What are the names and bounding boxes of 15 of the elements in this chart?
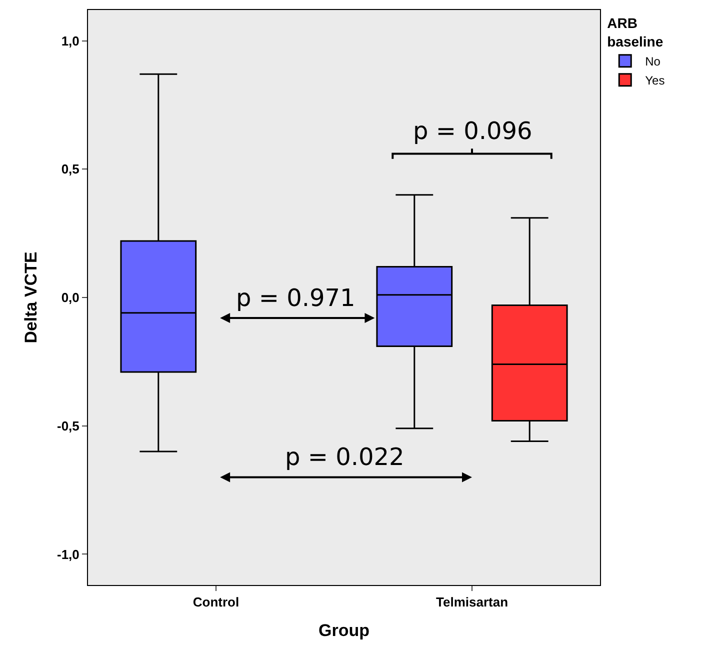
y-tick-label: 1,0	[61, 33, 80, 48]
y-tick-label: 0,5	[61, 162, 80, 177]
legend-title: ARB baseline	[607, 15, 664, 50]
y-tick-label: -1,0	[56, 546, 80, 562]
x-tick-label: Telmisartan	[436, 594, 508, 610]
annotation: p = 0.022	[285, 443, 404, 471]
annotation: p = 0.971	[236, 284, 356, 312]
x-axis-title: Group	[318, 621, 370, 640]
y-axis-title: Delta VCTE	[22, 252, 41, 344]
x-tick-label: Control	[192, 594, 240, 610]
legend-label: No	[645, 54, 661, 69]
y-tick-label: 0,0	[61, 290, 80, 306]
annotation: p = 0.096	[413, 117, 532, 145]
legend-label: Yes	[645, 74, 665, 88]
y-tick-label: -0,5	[56, 418, 80, 434]
